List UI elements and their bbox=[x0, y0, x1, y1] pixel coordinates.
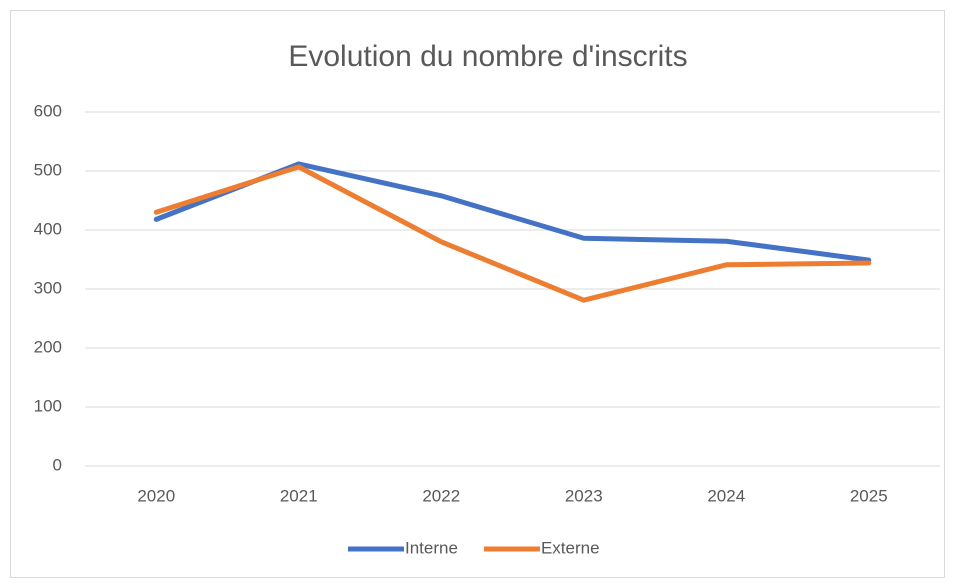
x-tick-label: 2022 bbox=[422, 486, 460, 505]
legend-label: Interne bbox=[405, 538, 458, 557]
series-line bbox=[153, 164, 872, 303]
y-tick-label: 100 bbox=[34, 396, 62, 415]
x-tick-label: 2020 bbox=[137, 486, 175, 505]
x-tick-label: 2021 bbox=[280, 486, 318, 505]
x-tick-label: 2024 bbox=[707, 486, 745, 505]
y-tick-label: 600 bbox=[34, 101, 62, 120]
y-tick-label: 300 bbox=[34, 278, 62, 297]
y-tick-label: 0 bbox=[53, 455, 62, 474]
chart-frame bbox=[10, 10, 945, 578]
y-tick-label: 200 bbox=[34, 337, 62, 356]
y-tick-label: 500 bbox=[34, 160, 62, 179]
y-tick-label: 400 bbox=[34, 219, 62, 238]
legend-label: Externe bbox=[541, 538, 600, 557]
chart-title: Evolution du nombre d'inscrits bbox=[288, 40, 687, 73]
x-tick-label: 2025 bbox=[850, 486, 888, 505]
x-tick-label: 2023 bbox=[565, 486, 603, 505]
